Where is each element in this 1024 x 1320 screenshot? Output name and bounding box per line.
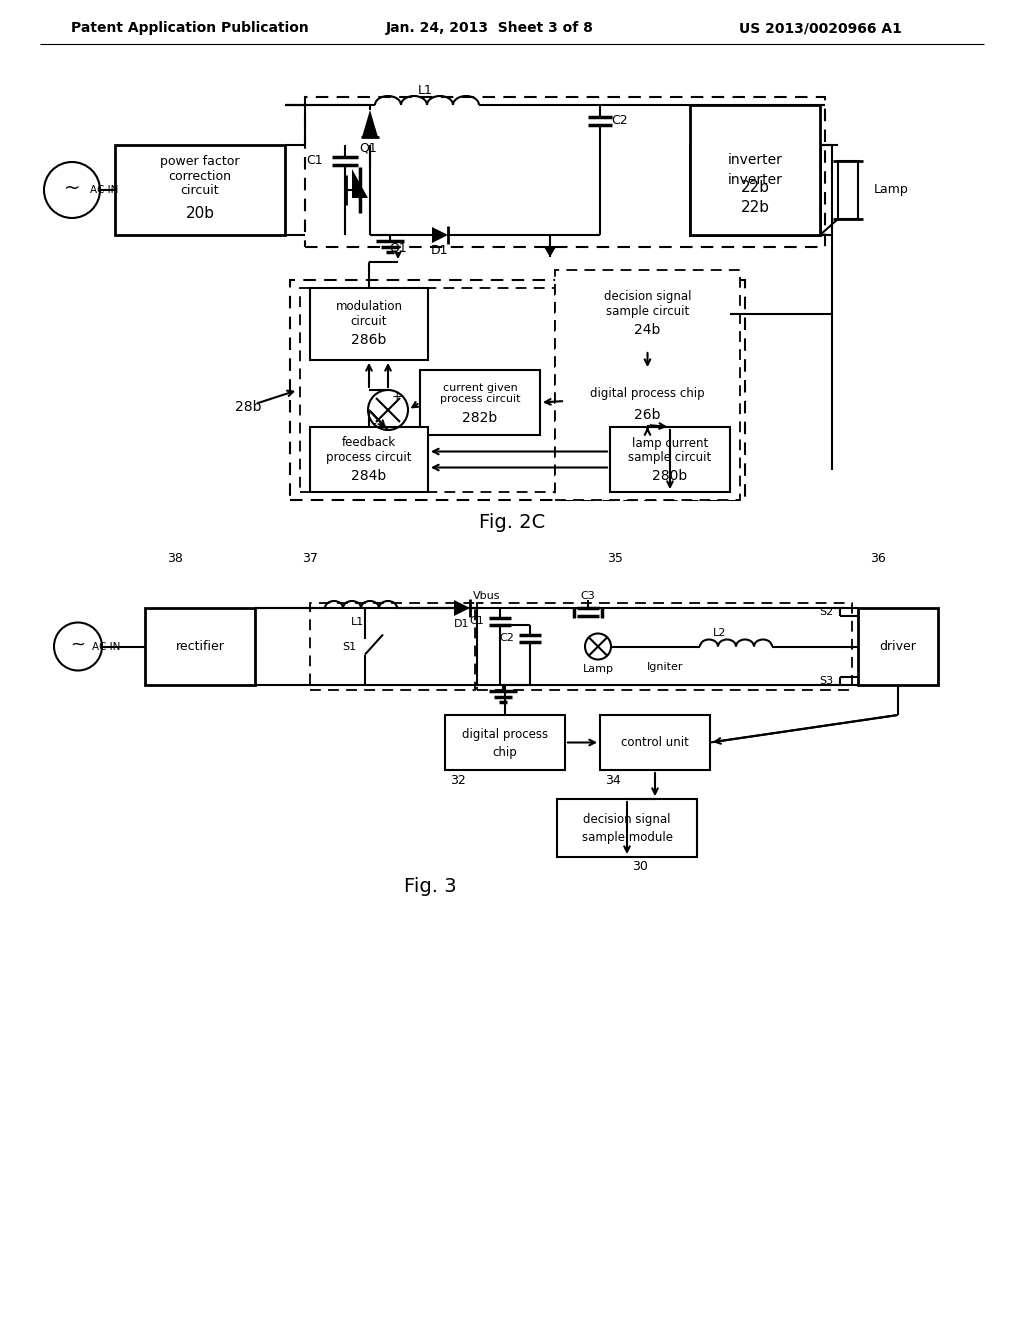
- Text: inverter: inverter: [728, 173, 782, 187]
- Text: decision signal
sample circuit: decision signal sample circuit: [604, 290, 691, 318]
- Bar: [300, 288, 555, 492]
- Text: inverter: inverter: [728, 153, 782, 168]
- Bar: [838, 161, 858, 219]
- Text: D1: D1: [455, 619, 470, 630]
- Text: current given
process circuit: current given process circuit: [439, 383, 520, 404]
- Text: 38: 38: [167, 552, 183, 565]
- Text: AC IN: AC IN: [90, 185, 119, 195]
- Text: +: +: [392, 389, 402, 403]
- Text: decision signal: decision signal: [584, 813, 671, 826]
- Text: US 2013/0020966 A1: US 2013/0020966 A1: [738, 21, 901, 36]
- Bar: [420, 370, 540, 436]
- Polygon shape: [432, 227, 449, 243]
- Bar: [445, 715, 565, 770]
- Text: 20b: 20b: [185, 206, 214, 222]
- Text: 30: 30: [632, 861, 648, 874]
- Text: 22b: 22b: [740, 181, 769, 195]
- Polygon shape: [544, 246, 557, 257]
- Bar: [690, 145, 820, 235]
- Text: sample module: sample module: [582, 832, 673, 845]
- Text: 24b: 24b: [634, 323, 660, 337]
- Text: 284b: 284b: [351, 469, 387, 483]
- Text: C1: C1: [306, 154, 323, 168]
- Text: modulation
circuit: modulation circuit: [336, 300, 402, 327]
- Text: ~: ~: [63, 178, 80, 198]
- Bar: [555, 271, 740, 500]
- Text: Vbus: Vbus: [473, 591, 501, 601]
- Text: 37: 37: [302, 552, 317, 565]
- Bar: [690, 106, 820, 235]
- Text: ~: ~: [71, 635, 85, 653]
- Text: chip: chip: [493, 746, 517, 759]
- Text: C2: C2: [499, 634, 514, 643]
- Bar: [310, 426, 428, 492]
- Text: power factor
correction
circuit: power factor correction circuit: [160, 154, 240, 198]
- Text: 282b: 282b: [463, 412, 498, 425]
- Text: 28b: 28b: [234, 400, 261, 414]
- Text: 26b: 26b: [634, 408, 660, 422]
- Bar: [290, 280, 745, 500]
- Polygon shape: [352, 169, 368, 198]
- Polygon shape: [454, 601, 470, 616]
- Polygon shape: [362, 110, 378, 137]
- Text: lamp current
sample circuit: lamp current sample circuit: [629, 437, 712, 465]
- Bar: [305, 96, 825, 247]
- Bar: [858, 609, 938, 685]
- Text: Q1: Q1: [389, 242, 407, 255]
- Text: -: -: [372, 418, 377, 432]
- Text: Fig. 2C: Fig. 2C: [479, 512, 545, 532]
- Text: Fig. 3: Fig. 3: [403, 878, 457, 896]
- Text: digital process: digital process: [462, 729, 548, 741]
- Bar: [600, 715, 710, 770]
- Text: feedback
process circuit: feedback process circuit: [327, 437, 412, 465]
- Text: C3: C3: [581, 591, 595, 601]
- Text: Lamp: Lamp: [874, 183, 908, 197]
- Bar: [610, 426, 730, 492]
- Text: 22b: 22b: [740, 201, 769, 215]
- Text: S2: S2: [819, 607, 834, 616]
- Text: control unit: control unit: [622, 737, 689, 748]
- Text: driver: driver: [880, 640, 916, 653]
- Bar: [565, 279, 730, 350]
- Text: S1: S1: [342, 642, 356, 652]
- Text: Igniter: Igniter: [647, 661, 683, 672]
- Bar: [557, 799, 697, 857]
- Text: D1: D1: [431, 244, 449, 257]
- Text: 32: 32: [450, 774, 466, 787]
- Text: Jan. 24, 2013  Sheet 3 of 8: Jan. 24, 2013 Sheet 3 of 8: [386, 21, 594, 36]
- Text: S3: S3: [819, 676, 834, 686]
- Bar: [310, 288, 428, 360]
- Bar: [310, 603, 475, 690]
- Text: Lamp: Lamp: [583, 664, 613, 673]
- Text: C1: C1: [469, 616, 484, 626]
- Text: 34: 34: [605, 774, 621, 787]
- Text: C2: C2: [611, 115, 629, 128]
- Bar: [565, 370, 730, 432]
- Text: L1: L1: [418, 83, 432, 96]
- Bar: [145, 609, 255, 685]
- Text: rectifier: rectifier: [175, 640, 224, 653]
- Text: 35: 35: [607, 552, 623, 565]
- Text: Q1: Q1: [359, 141, 377, 154]
- Text: 280b: 280b: [652, 469, 688, 483]
- Text: 286b: 286b: [351, 333, 387, 347]
- Bar: [477, 603, 852, 690]
- Text: L2: L2: [714, 627, 727, 638]
- Text: AC IN: AC IN: [92, 642, 121, 652]
- Text: digital process chip: digital process chip: [590, 387, 705, 400]
- Text: 36: 36: [870, 552, 886, 565]
- Bar: [115, 145, 285, 235]
- Text: L1: L1: [350, 616, 364, 627]
- Text: Patent Application Publication: Patent Application Publication: [71, 21, 309, 36]
